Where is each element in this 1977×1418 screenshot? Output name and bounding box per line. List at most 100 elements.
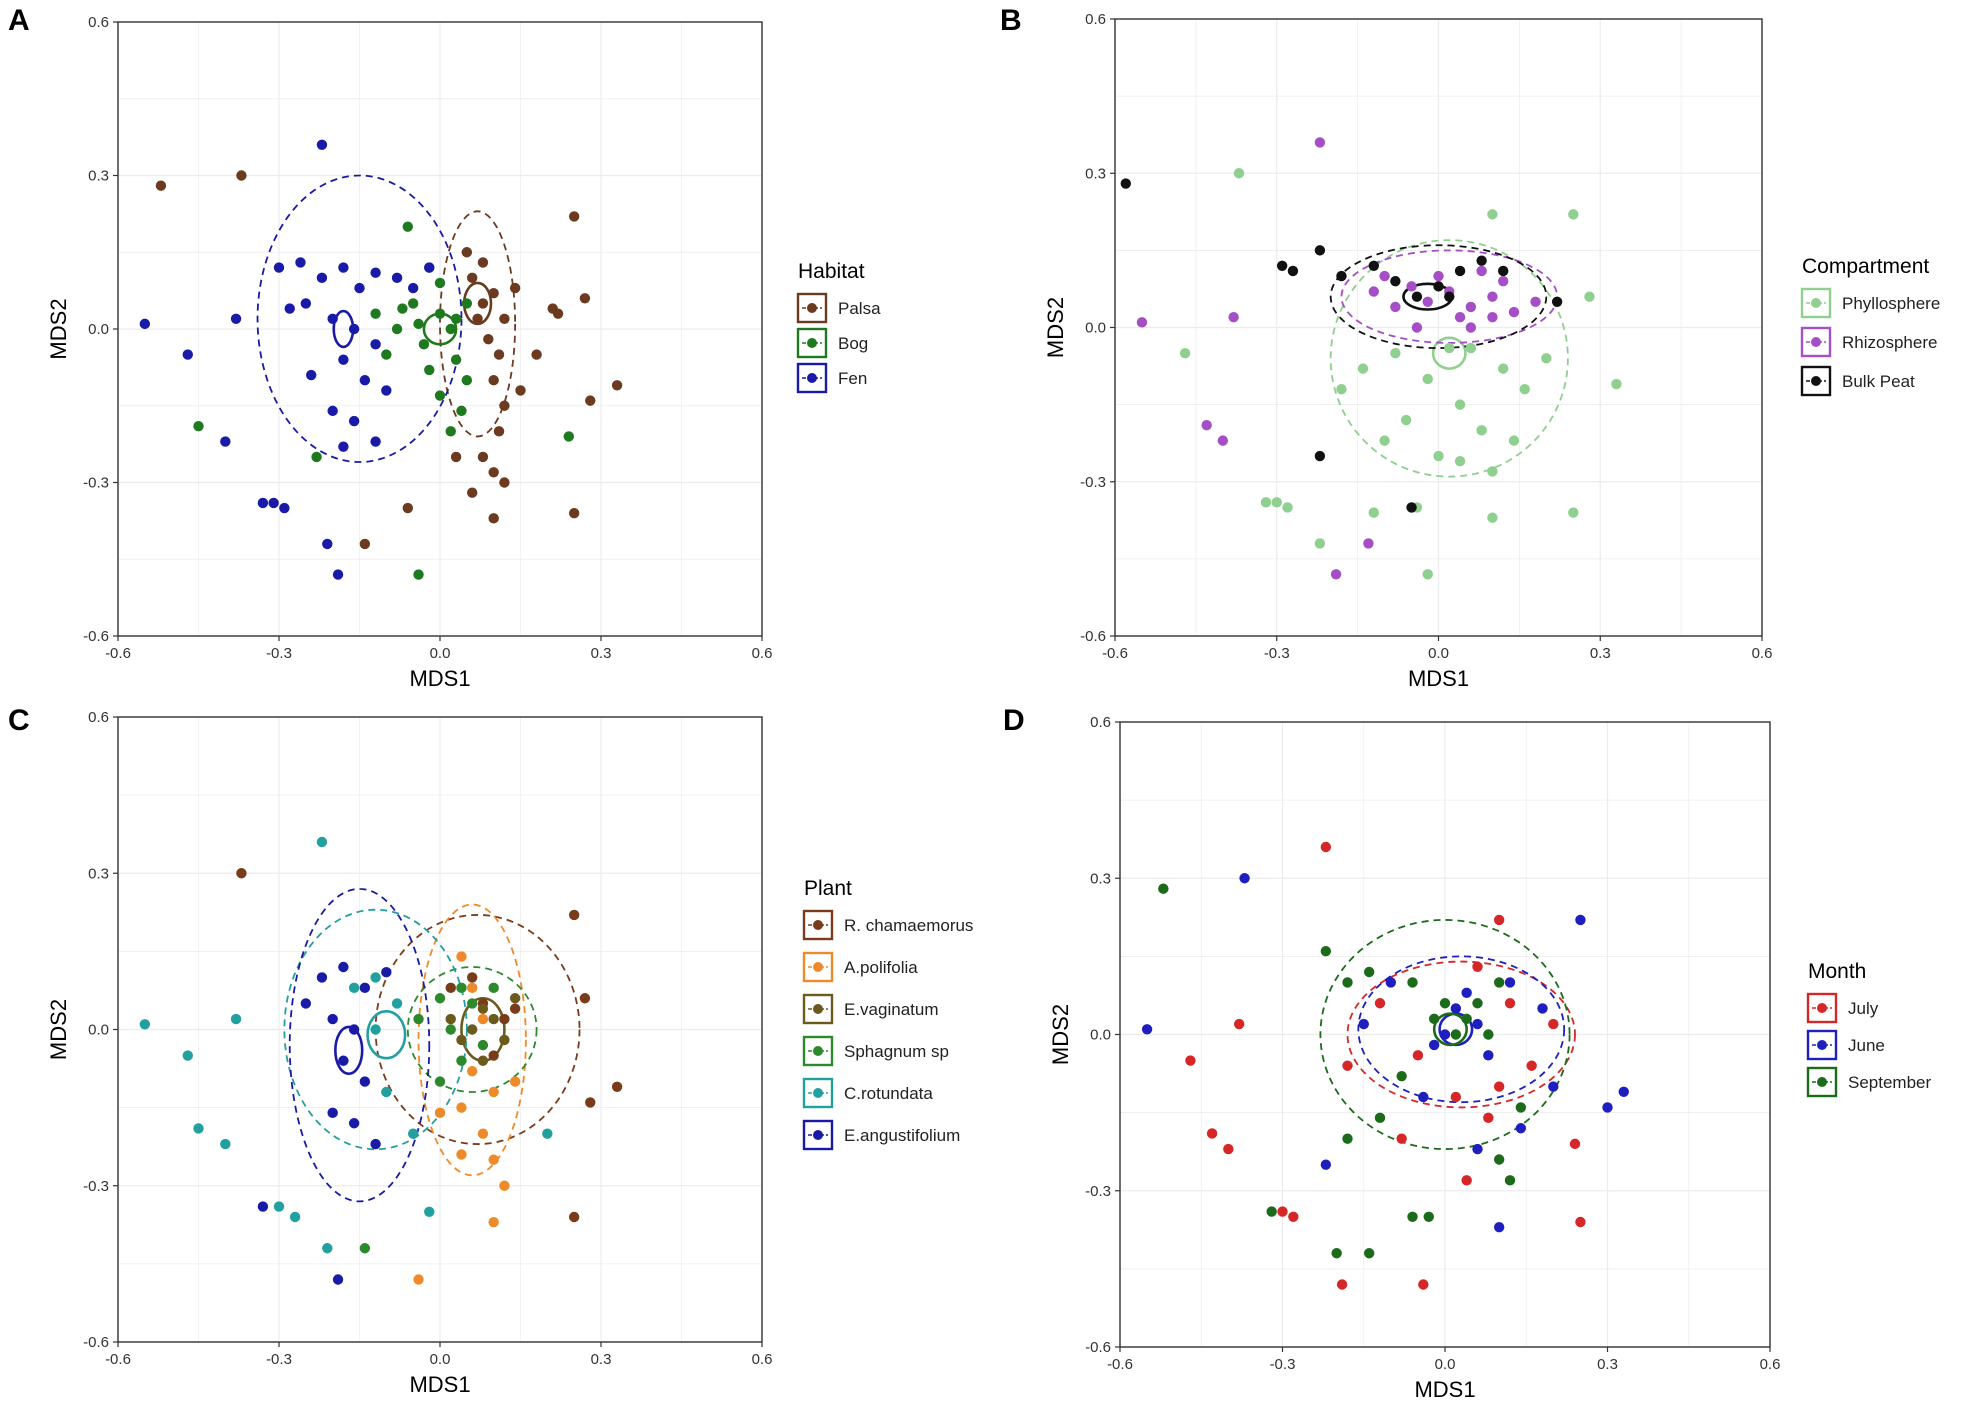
panel-c-point (477, 1003, 489, 1014)
panel-c-point (370, 1024, 381, 1035)
panel-d-point (1504, 1175, 1516, 1186)
panel-a-letter: A (8, 4, 30, 37)
panel-c-point (509, 993, 521, 1004)
panel-c-point (456, 951, 467, 962)
panel-c-series-a-polifolia (413, 951, 521, 1285)
panel-d-legend-key (1806, 1029, 1838, 1061)
panel-c-point (289, 1211, 301, 1223)
panel-a-point (306, 369, 317, 381)
panel-c-point (434, 993, 446, 1004)
panel-c: C -0.6 -0.3 0.0 0.3 0.6 -0.6 -0.3 0.0 0.3 0.6 MDS1 M… (8, 704, 973, 1397)
panel-c-legend-label: C.rotundata (844, 1084, 933, 1103)
panel-c-series-e-vaginatum (445, 993, 521, 1066)
panel-a-point (370, 436, 381, 447)
panel-c-legend-key (802, 909, 834, 941)
panel-d-letter: D (1003, 704, 1025, 737)
panel-b-legend-label: Bulk Peat (1842, 372, 1915, 391)
panel-b-point (1487, 209, 1498, 220)
panel-b-ytick-label: 0.3 (1085, 165, 1106, 182)
panel-d-point (1239, 873, 1250, 884)
panel-a-legend-dot (807, 303, 817, 313)
panel-a-point (381, 385, 392, 396)
panel-c-point (338, 1055, 349, 1066)
panel-d-point (1320, 841, 1332, 853)
panel-d-point (1223, 1143, 1234, 1155)
panel-a-point (402, 221, 413, 232)
panel-c-point (467, 1065, 478, 1077)
panel-a-point (499, 313, 510, 324)
panel-c-point (139, 1019, 151, 1030)
panel-a-point (193, 421, 204, 432)
panel-a-xtick-label: -0.6 (105, 645, 131, 662)
panel-c-point (338, 961, 349, 973)
panel-a-point (499, 477, 510, 488)
panel-b: B -0.6 -0.3 0.0 0.3 0.6 -0.6 -0.3 0.0 0.3 0.6 MDS1 M… (1000, 4, 1940, 691)
panel-b-point (1476, 255, 1487, 266)
panel-d-point (1618, 1086, 1629, 1097)
panel-a-point (483, 334, 494, 345)
panel-c-legend-label: E.vaginatum (844, 1000, 939, 1019)
panel-b-point (1390, 276, 1401, 287)
panel-b-point (1487, 312, 1498, 323)
panel-d-point (1363, 1248, 1375, 1259)
panel-a-point (370, 339, 381, 350)
panel-c-point (499, 1180, 510, 1191)
panel-d-ytick-label: 0.6 (1090, 714, 1111, 731)
panel-c-point (434, 1076, 446, 1087)
panel-c-point (348, 1024, 360, 1035)
panel-b-point (1498, 363, 1509, 374)
panel-b-point (1422, 373, 1433, 385)
panel-b-point (1541, 353, 1552, 364)
panel-d-point (1418, 1091, 1429, 1103)
panel-c-legend-title: Plant (804, 877, 852, 900)
panel-c-point (509, 1076, 521, 1087)
panel-c-point (359, 982, 371, 994)
panel-c-ytick-label: -0.6 (83, 1334, 109, 1351)
panel-c-letter: C (8, 704, 30, 737)
panel-c-point (381, 1086, 392, 1098)
panel-b-point (1568, 507, 1579, 518)
panel-c-point (488, 1013, 499, 1025)
panel-d-point (1396, 1133, 1407, 1144)
panel-a-point (295, 257, 306, 268)
panel-b-ytick-label: 0.6 (1085, 11, 1106, 28)
panel-b-point (1282, 502, 1293, 513)
panel-a-point (434, 390, 446, 401)
panel-b-point (1508, 306, 1520, 318)
panel-a-ylabel: MDS2 (46, 298, 71, 359)
panel-d-point (1450, 1091, 1462, 1103)
panel-b-point (1444, 291, 1455, 302)
panel-c-ellipse-c-rotundata-0 (283, 908, 468, 1151)
panel-d-point (1336, 1279, 1348, 1290)
panel-a-point (338, 441, 349, 452)
panel-a-xtick-label: 0.6 (752, 645, 773, 662)
panel-c-point (434, 1107, 446, 1119)
panel-a-legend-key (796, 292, 828, 324)
panel-d-point (1548, 1081, 1559, 1092)
panel-d-point (1472, 961, 1483, 972)
panel-d-ytick-label: 0.0 (1090, 1027, 1111, 1044)
panel-c-legend-label: E.angustifolium (844, 1126, 960, 1145)
panel-d-point (1472, 1018, 1483, 1030)
panel-a-point (477, 257, 489, 268)
panel-d-point (1483, 1050, 1494, 1061)
panel-c-point (327, 1013, 338, 1025)
panel-a-legend-label: Palsa (838, 299, 881, 318)
panel-b-legend-label: Rhizosphere (1842, 333, 1937, 352)
panel-a-point (461, 247, 473, 258)
panel-b-point (1551, 296, 1563, 307)
panel-d-point (1548, 1018, 1559, 1030)
panel-a-point (477, 298, 489, 309)
panel-d-point (1483, 1029, 1494, 1040)
panel-d-legend-dot (1817, 1040, 1827, 1050)
panel-a-point (370, 267, 381, 278)
panel-d-ellipse-july-0 (1346, 960, 1576, 1109)
panel-b-point (1487, 291, 1498, 302)
panel-a-point (316, 272, 328, 284)
panel-d-point (1575, 1216, 1586, 1228)
panel-c-legend-label: A.polifolia (844, 958, 918, 977)
panel-d-legend-key (1806, 1066, 1838, 1098)
panel-d-legend-label: September (1848, 1073, 1931, 1092)
panel-b-point (1217, 435, 1229, 446)
panel-b-point (1519, 384, 1530, 395)
